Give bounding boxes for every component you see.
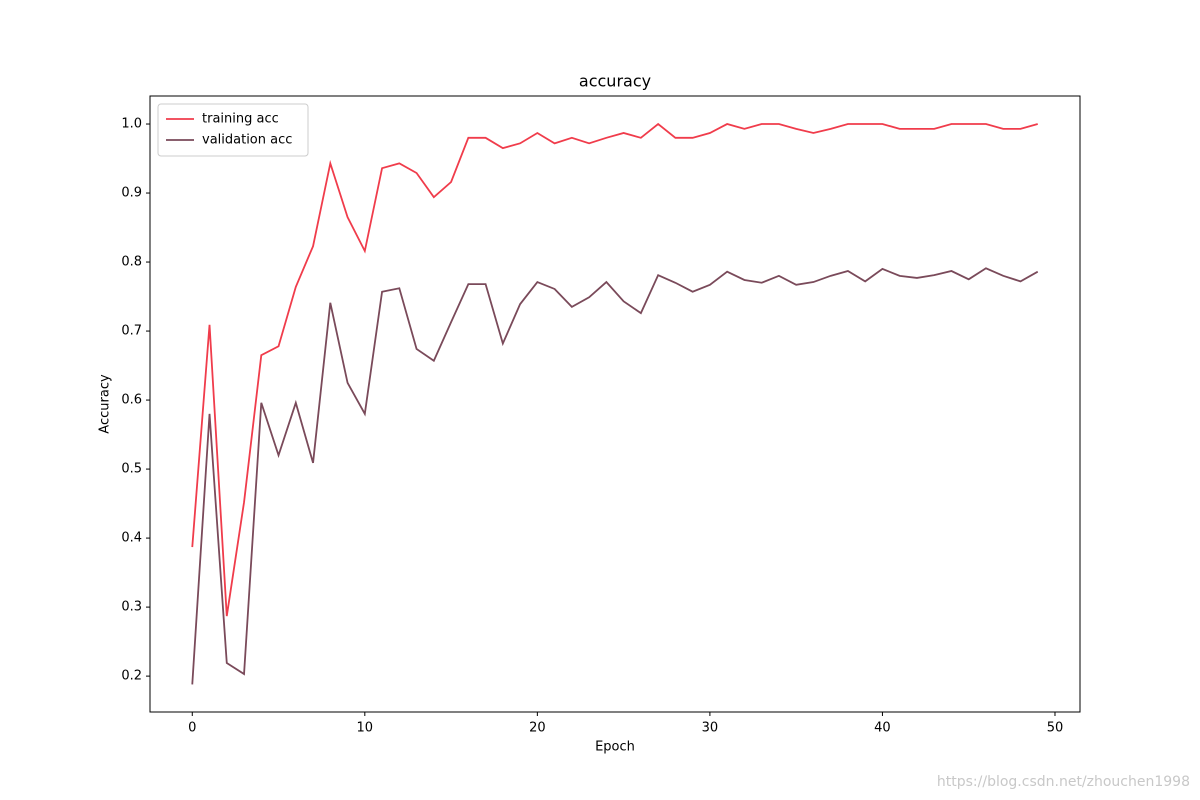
x-tick-label: 10 [357, 721, 374, 736]
legend-label: validation acc [202, 133, 292, 148]
y-tick-label: 0.5 [121, 462, 142, 477]
x-tick-label: 30 [702, 721, 719, 736]
y-axis-label: Accuracy [98, 374, 113, 434]
data-line [191, 122, 1038, 617]
y-tick-label: 0.3 [121, 600, 142, 615]
axes-frame [149, 95, 1081, 713]
watermark: https://blog.csdn.net/zhouchen1998 [937, 774, 1190, 790]
chart-title: accuracy [579, 72, 651, 91]
y-tick-label: 0.2 [121, 669, 142, 684]
y-tick-label: 0.7 [121, 324, 142, 339]
x-tick-label: 0 [188, 721, 196, 736]
y-tick-label: 0.8 [121, 255, 142, 270]
x-tick-label: 20 [529, 721, 546, 736]
y-tick-label: 1.0 [121, 117, 142, 132]
legend-label: training acc [202, 112, 279, 127]
y-tick-label: 0.4 [121, 531, 142, 546]
y-tick-label: 0.9 [121, 186, 142, 201]
data-line [191, 267, 1039, 685]
x-tick-label: 40 [874, 721, 891, 736]
x-tick-label: 50 [1047, 721, 1064, 736]
y-tick-label: 0.6 [121, 393, 142, 408]
x-axis-label: Epoch [595, 740, 635, 755]
legend-box [157, 103, 309, 157]
